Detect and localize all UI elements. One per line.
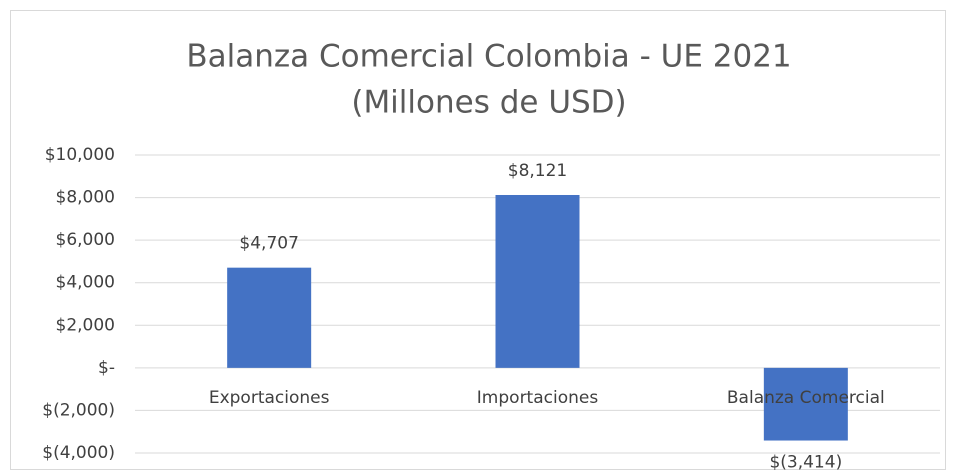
bar: [227, 267, 312, 368]
bar: [763, 367, 848, 441]
data-label: $(3,414): [769, 453, 842, 473]
y-tick-label: $8,000: [56, 188, 115, 208]
x-tick-label: Importaciones: [477, 388, 599, 408]
chart-title: Balanza Comercial Colombia - UE 2021: [186, 39, 791, 75]
data-label: $4,707: [239, 234, 298, 254]
x-tick-label: Balanza Comercial: [727, 388, 885, 408]
y-tick-label: $(4,000): [42, 443, 115, 463]
y-tick-label: $4,000: [56, 273, 115, 293]
y-tick-label: $10,000: [45, 145, 115, 165]
x-tick-label: Exportaciones: [209, 388, 330, 408]
y-tick-label: $-: [98, 358, 115, 378]
y-tick-label: $2,000: [56, 315, 115, 335]
bar: [495, 194, 580, 368]
chart-subtitle: (Millones de USD): [351, 85, 626, 121]
data-label: $8,121: [508, 161, 567, 181]
y-tick-label: $(2,000): [42, 400, 115, 420]
y-tick-label: $6,000: [56, 230, 115, 250]
